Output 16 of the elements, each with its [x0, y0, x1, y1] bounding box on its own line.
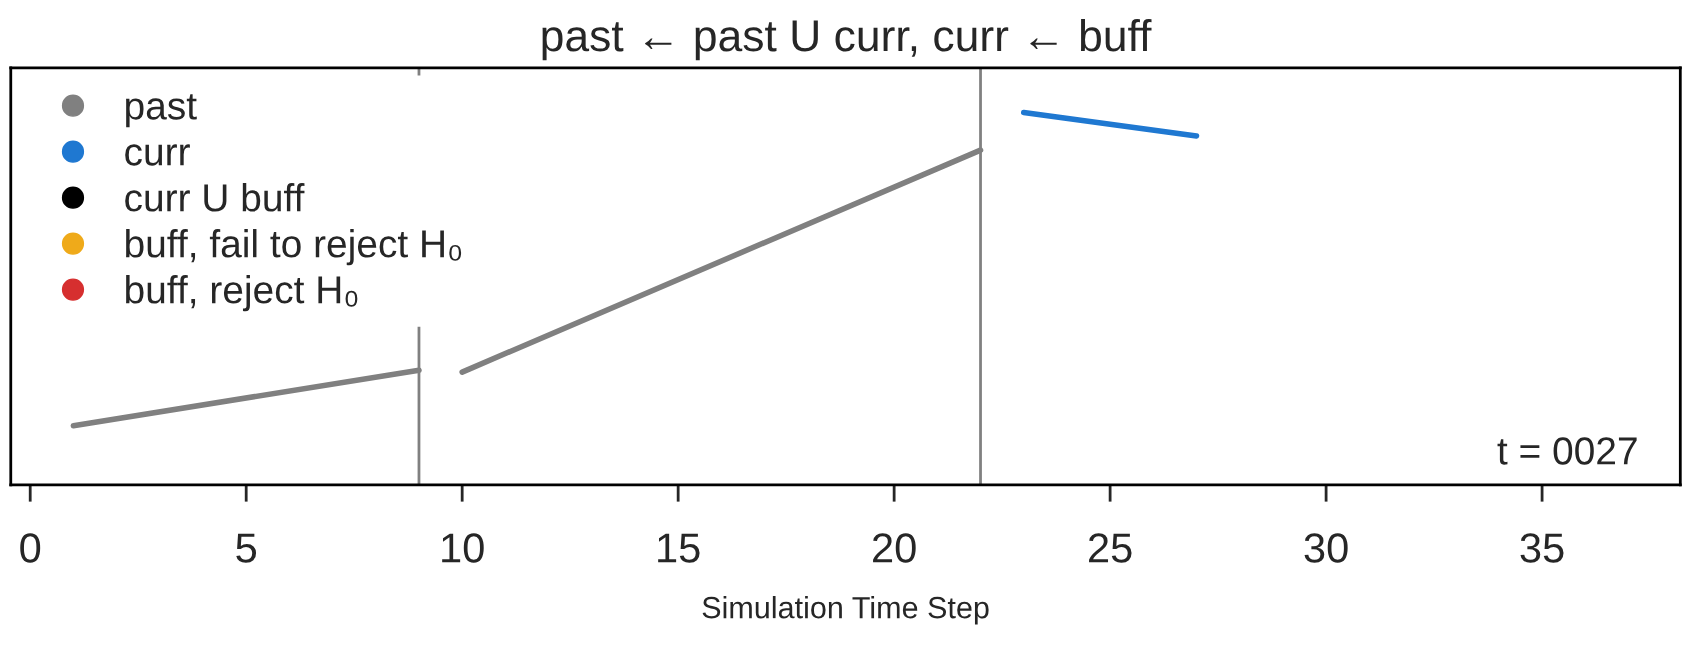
legend-label: curr U buff [125, 183, 305, 212]
x-tick-label: 35 [1520, 533, 1564, 563]
legend-label: past [126, 94, 197, 128]
x-tick-label: 10 [442, 533, 484, 563]
x-tick-label: 5 [236, 533, 257, 563]
legend-label: buff, reject H₀ [126, 275, 358, 312]
x-axis-title: Simulation Time Step [702, 596, 989, 625]
annotation: t = 0027 [1497, 437, 1637, 465]
legend-label: curr [125, 144, 190, 166]
x-tick-label: 15 [658, 533, 700, 563]
x-tick-label: 20 [873, 533, 916, 563]
legend-label: buff, fail to reject H₀ [126, 229, 462, 266]
x-tick-label: 25 [1089, 533, 1132, 563]
x-tick-label: 30 [1304, 533, 1348, 563]
x-tick-label: 0 [20, 533, 41, 563]
chart-title: past ← past U curr, curr ← buff [542, 18, 1152, 61]
